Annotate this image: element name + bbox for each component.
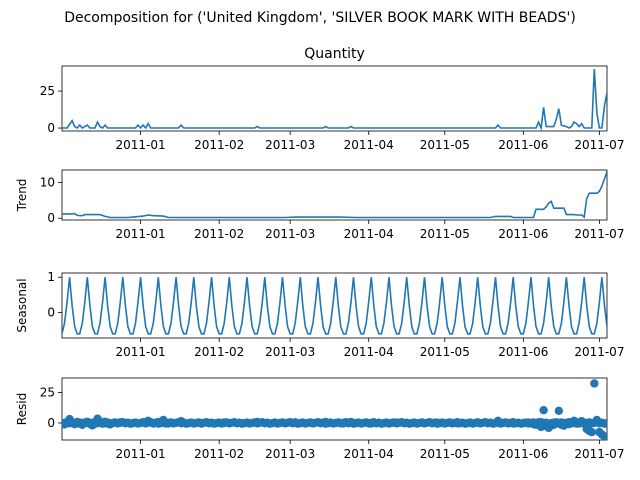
resid-point	[539, 406, 548, 415]
panel-4: Resid 0 25 2011-01 2011-02 2011-03 2011-04 2011…	[15, 377, 624, 461]
resid-point	[346, 417, 356, 427]
resid-point	[473, 418, 482, 427]
resid-point	[252, 417, 262, 427]
x-tick-label: 2011-05	[420, 138, 470, 152]
x-tick-label: 2011-02	[194, 227, 244, 241]
figure-suptitle: Decomposition for ('United Kingdom', 'SI…	[64, 10, 576, 26]
x-tick-label: 2011-01	[116, 138, 166, 152]
x-tick-label: 2011-04	[344, 345, 394, 359]
x-tick-label: 2011-04	[344, 447, 394, 461]
series-line	[62, 171, 607, 219]
x-tick-label: 2011-06	[498, 345, 548, 359]
axes-frame	[61, 169, 608, 221]
x-tick-label: 2011-05	[420, 227, 470, 241]
resid-point	[220, 418, 229, 427]
x-tick-label: 2011-07	[574, 345, 624, 359]
x-tick-label: 2011-03	[265, 138, 315, 152]
axes-frame	[61, 272, 608, 339]
resid-point	[339, 419, 348, 428]
resid-point	[509, 419, 518, 428]
resid-point	[587, 427, 596, 437]
resid-point	[392, 418, 401, 427]
axes-frame	[61, 377, 608, 441]
y-axis-label: Resid	[15, 393, 29, 425]
x-tick-label: 2011-06	[498, 138, 548, 152]
x-tick-label: 2011-01	[116, 227, 166, 241]
resid-point	[602, 433, 607, 440]
x-tick-label: 2011-03	[265, 227, 315, 241]
resid-point	[321, 417, 330, 427]
axes-frame	[61, 65, 608, 132]
resid-point	[493, 416, 503, 425]
resid-point	[453, 419, 462, 428]
y-tick-label: 10	[40, 176, 55, 190]
resid-point	[367, 419, 376, 428]
resid-point	[432, 418, 442, 427]
x-tick-label: 2011-03	[265, 447, 315, 461]
y-tick-label: 0	[47, 306, 55, 320]
resid-point	[176, 416, 186, 426]
x-tick-label: 2011-07	[574, 138, 624, 152]
y-tick-label: 1	[47, 270, 55, 284]
resid-point	[554, 406, 564, 416]
resid-point	[105, 420, 115, 429]
x-tick-label: 2011-03	[265, 345, 315, 359]
y-tick-label: 0	[47, 121, 55, 135]
x-tick-label: 2011-06	[498, 447, 548, 461]
y-axis-label: Trend	[15, 179, 29, 213]
panel-3: Seasonal 0 1 2011-01 2011-02 2011-03 2011-04 20…	[15, 270, 624, 359]
x-tick-label: 2011-01	[116, 447, 166, 461]
resid-point	[590, 379, 599, 388]
panel-1: Quantity 0 25 2011-01 2011-02 2011-03 2011-04 2…	[40, 46, 625, 152]
x-tick-label: 2011-04	[344, 227, 394, 241]
x-tick-label: 2011-07	[574, 447, 624, 461]
resid-point	[412, 419, 422, 428]
resid-point	[291, 418, 300, 427]
y-tick-label: 25	[40, 386, 55, 400]
x-tick-label: 2011-05	[420, 447, 470, 461]
resid-point	[164, 419, 173, 428]
x-tick-label: 2011-02	[194, 345, 244, 359]
panel-title: Quantity	[304, 46, 365, 62]
resid-point	[592, 415, 602, 425]
resid-point	[273, 419, 282, 428]
resid-point	[197, 419, 206, 428]
panel-2: Trend 0 10 2011-01 2011-02 2011-03 2011-04 2011…	[15, 169, 624, 241]
y-tick-label: 0	[47, 211, 55, 225]
x-tick-label: 2011-07	[574, 227, 624, 241]
y-tick-label: 0	[47, 416, 55, 430]
x-tick-label: 2011-05	[420, 345, 470, 359]
x-tick-label: 2011-04	[344, 138, 394, 152]
x-tick-label: 2011-02	[194, 138, 244, 152]
x-tick-label: 2011-06	[498, 227, 548, 241]
y-tick-label: 25	[40, 84, 55, 98]
series-line	[62, 68, 607, 131]
resid-point	[308, 419, 318, 428]
resid-point	[237, 419, 247, 428]
x-tick-label: 2011-02	[194, 447, 244, 461]
y-axis-label: Seasonal	[15, 278, 29, 332]
resid-point	[602, 418, 607, 428]
resid-point	[116, 418, 125, 427]
series-line	[62, 277, 607, 335]
resid-point	[126, 419, 135, 428]
x-tick-label: 2011-01	[116, 345, 166, 359]
